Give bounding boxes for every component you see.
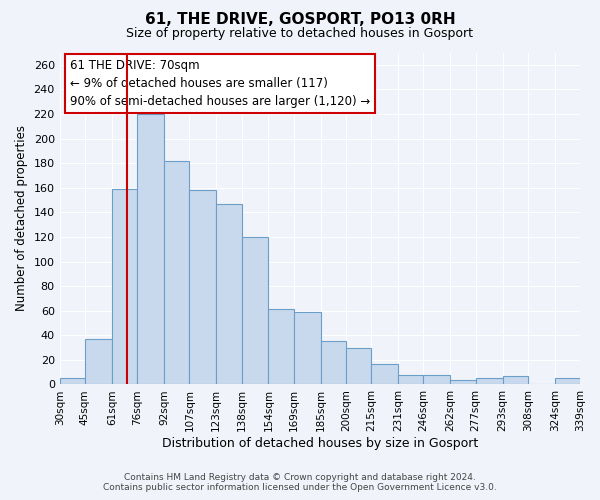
Text: Size of property relative to detached houses in Gosport: Size of property relative to detached ho… (127, 28, 473, 40)
Bar (137, 114, 164, 384)
X-axis label: Distribution of detached houses by size in Gosport: Distribution of detached houses by size … (162, 437, 478, 450)
Bar (555, 378, 580, 384)
Bar (85, 339, 112, 384)
Bar (112, 189, 137, 384)
Y-axis label: Number of detached properties: Number of detached properties (15, 126, 28, 312)
Bar (424, 374, 451, 384)
Text: 61, THE DRIVE, GOSPORT, PO13 0RH: 61, THE DRIVE, GOSPORT, PO13 0RH (145, 12, 455, 28)
Bar (371, 364, 398, 384)
Bar (320, 342, 346, 384)
Bar (216, 204, 242, 384)
Bar (503, 376, 528, 384)
Bar (242, 237, 268, 384)
Bar (346, 348, 371, 385)
Bar (268, 310, 294, 384)
Bar (59, 378, 85, 384)
Text: 61 THE DRIVE: 70sqm
← 9% of detached houses are smaller (117)
90% of semi-detach: 61 THE DRIVE: 70sqm ← 9% of detached hou… (70, 59, 370, 108)
Bar (476, 378, 503, 384)
Bar (451, 380, 476, 384)
Bar (398, 374, 424, 384)
Bar (190, 190, 216, 384)
Bar (294, 312, 320, 384)
Text: Contains HM Land Registry data © Crown copyright and database right 2024.
Contai: Contains HM Land Registry data © Crown c… (103, 473, 497, 492)
Bar (164, 160, 190, 384)
